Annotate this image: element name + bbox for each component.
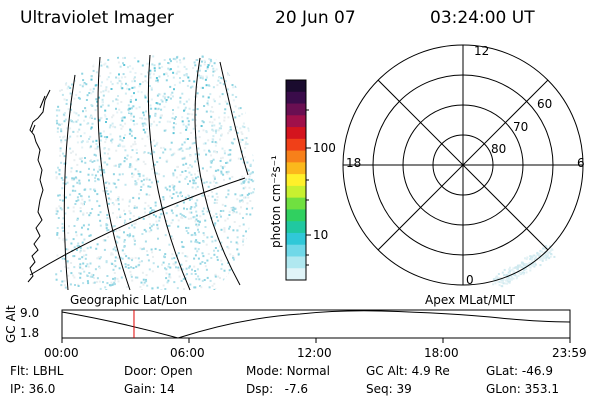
mlat-label-60: 60 [537, 97, 553, 111]
status-ip-value: 36.0 [28, 382, 56, 396]
status-dsp-value: -7.6 [284, 382, 309, 396]
polar-diagonal-2 [377, 79, 549, 251]
status-mode: Mode: Normal [246, 364, 330, 378]
status-gain: Gain: 14 [124, 382, 175, 396]
timeline-xtick-1800: 18:00 [424, 346, 459, 360]
app-title: Ultraviolet Imager [20, 8, 174, 28]
lon-grid-lines [63, 54, 249, 291]
status-dsp: Dsp: -7.6 [246, 382, 309, 396]
timeline-ytick-9: 9.0 [20, 306, 40, 320]
lat-grid-line [29, 177, 246, 276]
mlt-label-6: 6 [577, 156, 585, 170]
status-glat: GLat: -46.9 [486, 364, 553, 378]
header-time: 03:24:00 UT [430, 8, 535, 28]
mlat-label-80: 80 [491, 142, 507, 156]
altitude-curve [61, 310, 571, 339]
status-glon-value: 353.1 [524, 382, 559, 396]
timeline-left-caption: Geographic Lat/Lon [70, 293, 188, 307]
status-ip: IP: 36.0 [10, 382, 56, 396]
colorbar-label-10: 10 [313, 228, 329, 242]
timeline-xtick-0000: 00:00 [44, 346, 79, 360]
timeline-right-caption: Apex MLat/MLT [425, 293, 515, 307]
timeline-xtick-2359: 23:59 [552, 346, 587, 360]
status-seq-value: 39 [396, 382, 412, 396]
timeline-xtick-0600: 06:00 [170, 346, 205, 360]
timeline-x-ticks [61, 338, 571, 343]
status-seq: Seq: 39 [366, 382, 412, 396]
timeline-ytick-1-8: 1.8 [20, 326, 40, 340]
status-gcalt: GC Alt: 4.9 Re [366, 364, 450, 378]
timeline-xtick-1200: 12:00 [297, 346, 332, 360]
status-mode-value: Normal [286, 364, 330, 378]
mlat-label-70: 70 [513, 120, 529, 134]
header-date: 20 Jun 07 [275, 8, 356, 28]
status-flt-value: LBHL [32, 364, 64, 378]
status-door-value: Open [160, 364, 193, 378]
coastline [27, 89, 51, 283]
mlt-label-18: 18 [346, 156, 362, 170]
status-flt: Flt: LBHL [10, 364, 64, 378]
colorbar-label-100: 100 [313, 141, 336, 155]
status-gain-value: 14 [159, 382, 175, 396]
status-door: Door: Open [124, 364, 193, 378]
status-glat-value: -46.9 [521, 364, 553, 378]
status-glon: GLon: 353.1 [486, 382, 559, 396]
status-gcalt-value: 4.9 Re [411, 364, 450, 378]
mlt-label-0: 0 [466, 273, 474, 287]
mlt-label-12: 12 [474, 44, 490, 58]
